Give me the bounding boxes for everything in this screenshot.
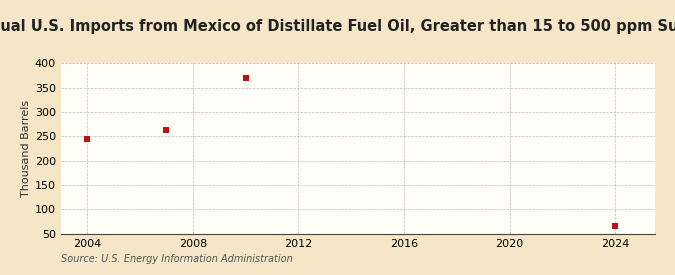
Point	[610, 224, 620, 229]
Text: Annual U.S. Imports from Mexico of Distillate Fuel Oil, Greater than 15 to 500 p: Annual U.S. Imports from Mexico of Disti…	[0, 19, 675, 34]
Point	[82, 137, 92, 141]
Point	[161, 128, 171, 133]
Text: Source: U.S. Energy Information Administration: Source: U.S. Energy Information Administ…	[61, 254, 292, 264]
Point	[240, 76, 251, 80]
Y-axis label: Thousand Barrels: Thousand Barrels	[21, 100, 30, 197]
